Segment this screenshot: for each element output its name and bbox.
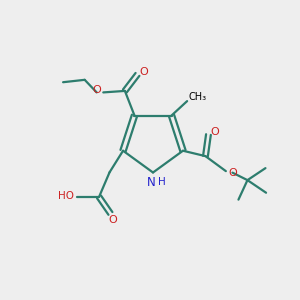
Text: O: O [92, 85, 101, 95]
Text: O: O [228, 168, 237, 178]
Text: O: O [140, 67, 148, 77]
Text: O: O [211, 127, 219, 136]
Text: H: H [158, 177, 165, 187]
Text: CH₃: CH₃ [189, 92, 207, 102]
Text: HO: HO [58, 191, 74, 201]
Text: N: N [147, 176, 156, 189]
Text: O: O [109, 215, 117, 225]
